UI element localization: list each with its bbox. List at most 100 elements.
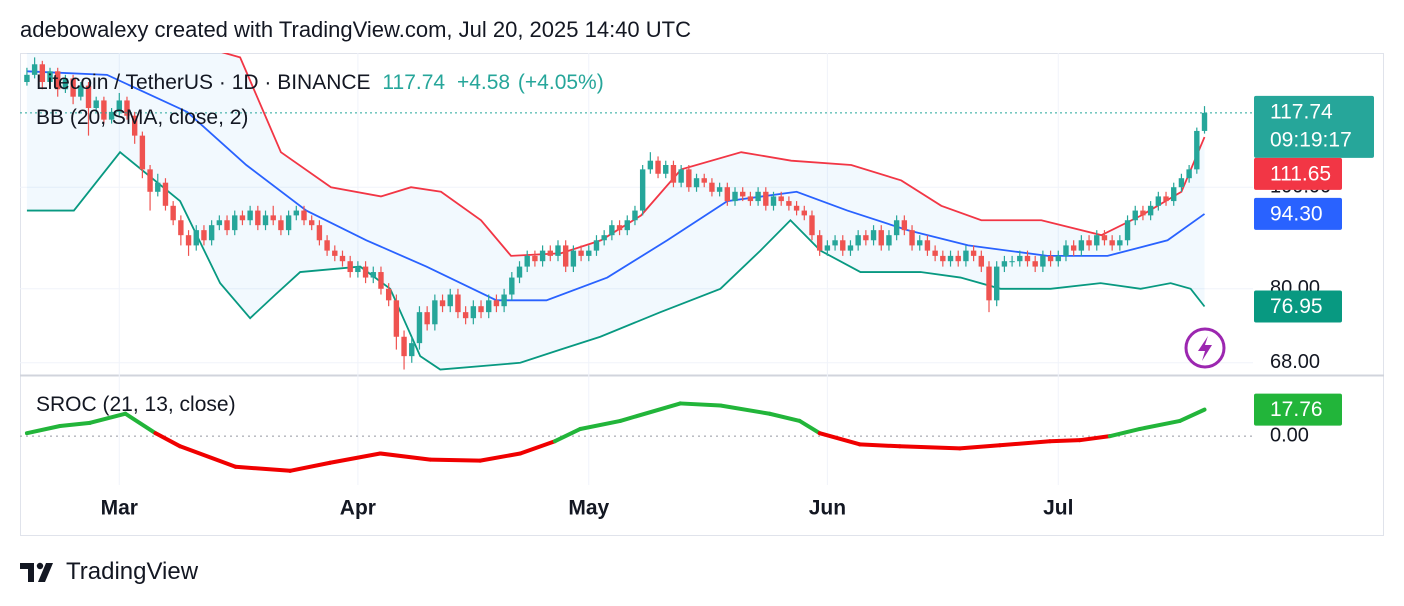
sroc-segment bbox=[428, 457, 483, 463]
candle-body bbox=[686, 169, 692, 188]
candle-body bbox=[270, 215, 276, 221]
bb-line bbox=[26, 150, 1206, 371]
candle-body bbox=[486, 300, 492, 313]
candle-body bbox=[639, 169, 646, 211]
sroc-segment bbox=[718, 403, 772, 416]
candle-body bbox=[770, 196, 777, 206]
candle-body bbox=[932, 250, 938, 256]
candle-body bbox=[432, 300, 438, 325]
candle-body bbox=[1024, 255, 1031, 262]
price-box bbox=[1254, 157, 1342, 190]
y-tick-label: 80.00 bbox=[1270, 277, 1320, 299]
candle-body bbox=[1109, 240, 1115, 246]
candle-body bbox=[532, 255, 538, 262]
candle-body bbox=[809, 215, 815, 236]
candle-body bbox=[901, 220, 908, 231]
candle-body bbox=[385, 288, 392, 301]
sroc-segment bbox=[957, 443, 1002, 451]
candle-body bbox=[655, 160, 661, 174]
candle-body bbox=[801, 210, 807, 216]
candle-body bbox=[309, 220, 315, 226]
sroc-segment bbox=[678, 401, 723, 408]
candle-body bbox=[616, 225, 623, 231]
candle-body bbox=[547, 250, 553, 256]
sroc-segment bbox=[1077, 434, 1112, 443]
candle-body bbox=[816, 235, 823, 251]
candle-body bbox=[170, 205, 176, 221]
sroc-segment bbox=[24, 423, 63, 436]
sroc-segment bbox=[897, 444, 962, 451]
candle-body bbox=[601, 235, 607, 241]
sroc-segment bbox=[552, 426, 583, 444]
candle-body bbox=[793, 205, 800, 211]
candle-body bbox=[701, 178, 707, 183]
candle-body bbox=[878, 230, 884, 246]
candle-body bbox=[955, 255, 961, 262]
candle-body bbox=[909, 230, 915, 246]
candle-body bbox=[232, 215, 238, 231]
candle-body bbox=[763, 191, 769, 206]
candle-body bbox=[1163, 196, 1169, 202]
sroc-segment bbox=[153, 431, 183, 449]
symbol: Litecoin / TetherUS · 1D · BINANCE bbox=[36, 71, 371, 94]
sroc-segment bbox=[478, 451, 523, 463]
candle-body bbox=[332, 250, 338, 256]
candle-body bbox=[940, 255, 946, 262]
credit: adebowalexy created with TradingView.com… bbox=[20, 17, 691, 42]
price-box-label: 94.30 bbox=[1270, 202, 1323, 225]
sroc-segment bbox=[178, 444, 238, 469]
y-tick-label: 100.00 bbox=[1270, 175, 1331, 197]
candle-body bbox=[201, 230, 207, 241]
candle-body bbox=[716, 187, 723, 192]
candle-body bbox=[886, 235, 892, 246]
sroc-segment bbox=[618, 401, 683, 423]
candle-body bbox=[947, 255, 954, 262]
sroc-label: SROC (21, 13, close) bbox=[36, 393, 236, 416]
candle-body bbox=[994, 266, 1000, 301]
candle-body bbox=[693, 178, 700, 188]
candle-body bbox=[847, 245, 854, 251]
candle-body bbox=[555, 245, 561, 256]
candle-body bbox=[1194, 130, 1200, 170]
candle-body bbox=[1017, 255, 1023, 262]
sroc-segment bbox=[997, 439, 1052, 448]
candle-body bbox=[347, 261, 353, 273]
candle-body bbox=[147, 169, 153, 192]
candle-body bbox=[478, 306, 484, 313]
bolt-icon bbox=[1184, 327, 1226, 369]
y-tick-label: 68.00 bbox=[1270, 351, 1320, 373]
sroc-segment bbox=[328, 451, 383, 465]
candle-body bbox=[162, 182, 169, 206]
x-tick-label: Apr bbox=[340, 497, 376, 520]
candle-body bbox=[355, 266, 361, 273]
x-tick-label: Jul bbox=[1043, 497, 1073, 520]
candle-body bbox=[362, 266, 369, 278]
candle-body bbox=[663, 165, 669, 174]
candle-body bbox=[539, 250, 546, 262]
sroc-segment bbox=[857, 442, 902, 449]
candle-body bbox=[155, 182, 161, 192]
sroc-segment bbox=[1137, 418, 1182, 431]
sroc-segment bbox=[797, 418, 822, 436]
price-box bbox=[1254, 95, 1374, 158]
sroc-segment bbox=[58, 420, 93, 428]
candle-body bbox=[1047, 255, 1054, 262]
candle-body bbox=[1117, 240, 1123, 246]
candle-body bbox=[586, 250, 592, 256]
change: +4.58 bbox=[456, 71, 511, 94]
candle-body bbox=[755, 191, 761, 202]
candle-body bbox=[285, 215, 292, 231]
candle-body bbox=[647, 160, 654, 170]
candle-body bbox=[1155, 196, 1162, 206]
y2-tick-label: 0.00 bbox=[1270, 424, 1309, 446]
change-pct: (+4.05%) bbox=[517, 71, 604, 94]
candle-body bbox=[1124, 220, 1131, 241]
candle-body bbox=[262, 215, 269, 226]
candle-body bbox=[1132, 210, 1138, 221]
candle-body bbox=[1070, 245, 1077, 251]
candle-body bbox=[470, 306, 477, 319]
candle-body bbox=[339, 255, 346, 262]
candle-body bbox=[255, 210, 261, 226]
sroc-segment bbox=[767, 411, 802, 423]
price-box-label: 76.95 bbox=[1270, 295, 1323, 318]
